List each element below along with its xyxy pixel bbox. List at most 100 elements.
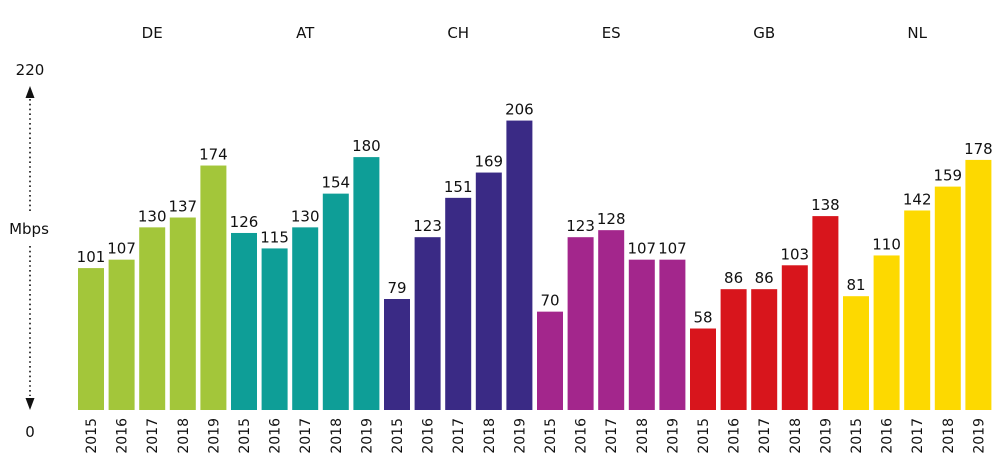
x-tick-label: 2015 bbox=[237, 418, 253, 454]
bar bbox=[904, 210, 931, 410]
data-label: 159 bbox=[933, 167, 962, 185]
arrow-down-icon bbox=[25, 398, 35, 410]
x-tick-label: 2016 bbox=[574, 418, 590, 454]
x-tick-label: 2019 bbox=[206, 418, 222, 454]
bar bbox=[598, 230, 625, 410]
x-tick-label: 2016 bbox=[268, 418, 284, 454]
x-tick-label: 2016 bbox=[880, 418, 896, 454]
category-label: ES bbox=[602, 24, 621, 42]
data-label: 115 bbox=[260, 228, 289, 246]
bar bbox=[934, 186, 961, 410]
data-label: 178 bbox=[964, 140, 993, 158]
data-label: 81 bbox=[846, 276, 865, 294]
data-label: 107 bbox=[658, 240, 687, 258]
group-es: ES 70 2015 123 2016 128 2017 107 2018 107 2019 bbox=[537, 24, 687, 454]
bar bbox=[781, 265, 808, 410]
data-label: 130 bbox=[291, 207, 320, 225]
data-label: 58 bbox=[693, 309, 712, 327]
bar bbox=[567, 237, 594, 410]
category-label: DE bbox=[142, 24, 163, 42]
x-tick-label: 2019 bbox=[359, 418, 375, 454]
x-tick-label: 2017 bbox=[910, 418, 926, 454]
data-label: 128 bbox=[597, 210, 626, 228]
group-ch: CH 79 2015 123 2016 151 2017 169 2018 206 2019 bbox=[384, 24, 534, 454]
bar bbox=[231, 232, 257, 410]
bar bbox=[414, 237, 441, 410]
data-label: 126 bbox=[230, 213, 259, 231]
data-label: 169 bbox=[474, 153, 503, 171]
x-tick-label: 2017 bbox=[604, 418, 620, 454]
y-max-label: 220 bbox=[16, 61, 45, 79]
bar bbox=[322, 193, 349, 410]
bar bbox=[965, 159, 992, 410]
bar bbox=[384, 299, 410, 410]
x-tick-label: 2018 bbox=[482, 418, 498, 454]
x-tick-label: 2016 bbox=[421, 418, 437, 454]
bar bbox=[200, 165, 227, 410]
data-label: 107 bbox=[627, 240, 656, 258]
data-label: 103 bbox=[780, 245, 809, 263]
x-tick-label: 2018 bbox=[635, 418, 651, 454]
data-label: 138 bbox=[811, 196, 840, 214]
y-min-label: 0 bbox=[25, 423, 35, 441]
category-label: CH bbox=[447, 24, 469, 42]
data-label: 123 bbox=[566, 217, 595, 235]
x-tick-label: 2017 bbox=[298, 418, 314, 454]
bar bbox=[690, 328, 716, 410]
bar bbox=[78, 268, 104, 410]
bar bbox=[812, 216, 839, 410]
bar bbox=[445, 197, 472, 410]
data-label: 180 bbox=[352, 137, 381, 155]
y-axis: 220 0 Mbps bbox=[9, 61, 49, 441]
x-tick-label: 2017 bbox=[145, 418, 161, 454]
x-tick-label: 2019 bbox=[971, 418, 987, 454]
bar bbox=[537, 311, 563, 410]
group-at: AT 126 2015 115 2016 130 2017 154 2018 180 2019 bbox=[230, 24, 381, 454]
x-tick-label: 2017 bbox=[757, 418, 773, 454]
data-label: 137 bbox=[168, 198, 197, 216]
arrow-up-icon bbox=[25, 86, 35, 98]
category-label: NL bbox=[907, 24, 927, 42]
group-nl: NL 81 2015 110 2016 142 2017 159 2018 178 2019 bbox=[843, 24, 993, 454]
data-label: 206 bbox=[505, 101, 534, 119]
bar bbox=[169, 217, 196, 410]
x-tick-label: 2016 bbox=[727, 418, 743, 454]
data-label: 174 bbox=[199, 146, 228, 164]
data-label: 154 bbox=[321, 174, 350, 192]
y-axis-label: Mbps bbox=[9, 220, 49, 238]
data-label: 151 bbox=[444, 178, 473, 196]
x-tick-label: 2019 bbox=[512, 418, 528, 454]
data-label: 123 bbox=[413, 217, 442, 235]
group-de: DE 101 2015 107 2016 130 2017 137 2018 174 2019 bbox=[77, 24, 228, 454]
category-label: AT bbox=[296, 24, 315, 42]
group-gb: GB 58 2015 86 2016 86 2017 103 2018 138 2019 bbox=[690, 24, 840, 454]
x-tick-label: 2018 bbox=[788, 418, 804, 454]
data-label: 86 bbox=[724, 269, 743, 287]
x-tick-label: 2015 bbox=[84, 418, 100, 454]
x-tick-label: 2018 bbox=[329, 418, 345, 454]
bars: DE 101 2015 107 2016 130 2017 137 2018 174 2019 AT 1… bbox=[77, 24, 993, 454]
x-tick-label: 2018 bbox=[176, 418, 192, 454]
x-tick-label: 2017 bbox=[451, 418, 467, 454]
bar bbox=[873, 255, 900, 410]
bar bbox=[843, 296, 869, 410]
x-tick-label: 2015 bbox=[849, 418, 865, 454]
x-tick-label: 2018 bbox=[941, 418, 957, 454]
bar bbox=[261, 248, 288, 410]
data-label: 107 bbox=[107, 240, 136, 258]
data-label: 79 bbox=[387, 279, 406, 297]
data-label: 142 bbox=[903, 190, 932, 208]
x-tick-label: 2015 bbox=[696, 418, 712, 454]
bar bbox=[751, 289, 778, 410]
x-tick-label: 2019 bbox=[665, 418, 681, 454]
data-label: 70 bbox=[540, 292, 559, 310]
x-tick-label: 2016 bbox=[115, 418, 131, 454]
data-label: 86 bbox=[755, 269, 774, 287]
x-tick-label: 2015 bbox=[390, 418, 406, 454]
x-tick-label: 2019 bbox=[818, 418, 834, 454]
bar bbox=[353, 157, 380, 410]
bar bbox=[108, 259, 135, 410]
bar bbox=[475, 172, 502, 410]
data-label: 101 bbox=[77, 248, 106, 266]
